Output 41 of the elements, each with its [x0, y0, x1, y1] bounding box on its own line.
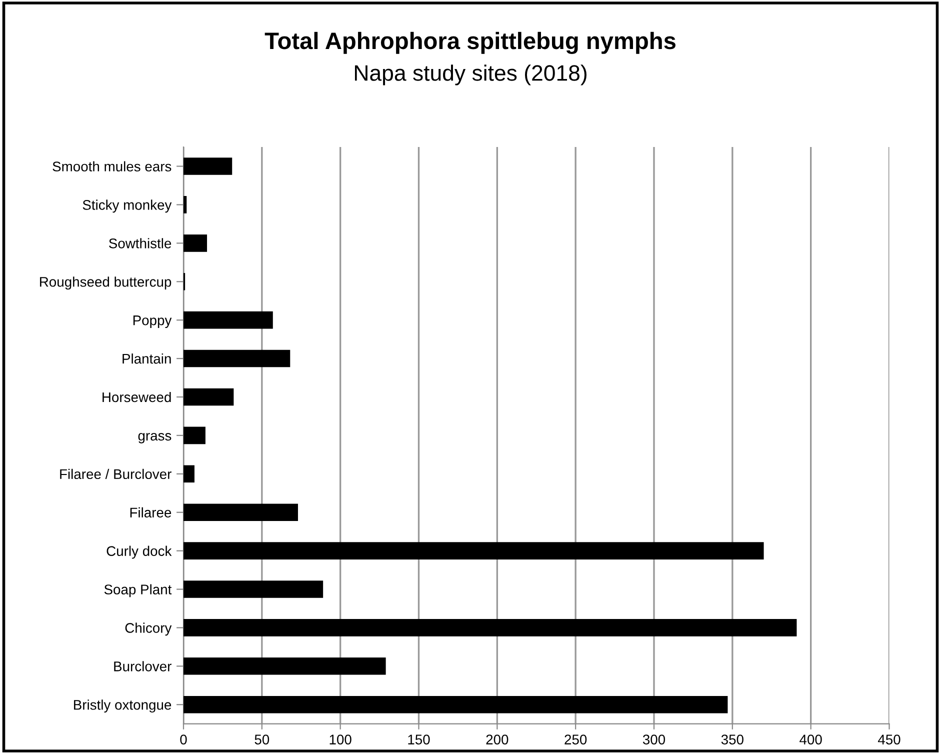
bar	[183, 465, 194, 483]
y-tick-label: Chicory	[125, 622, 172, 636]
y-tick-label: Sowthistle	[109, 238, 172, 248]
x-tick-label: 200	[486, 734, 508, 744]
y-tick-label: Filaree / Burclover	[60, 468, 172, 480]
x-tick-label: 450	[878, 734, 900, 744]
bar	[183, 388, 234, 406]
y-tick-label: Roughseed buttercup	[40, 276, 172, 290]
x-tick-label: 400	[800, 734, 822, 744]
y-tick-label: Filaree	[130, 507, 172, 518]
bar	[183, 696, 728, 714]
x-tick-label: 350	[721, 734, 744, 744]
bar	[183, 426, 206, 444]
y-tick-label: Poppy	[133, 316, 172, 328]
bar	[183, 311, 273, 329]
y-tick-label: Curly dock	[106, 546, 172, 559]
x-tick-label: 300	[642, 734, 666, 744]
bar	[183, 504, 298, 521]
y-tick-label: grass	[138, 432, 172, 444]
y-tick-label: Horseweed	[102, 392, 171, 402]
x-tick-label: 0	[180, 734, 187, 744]
bar	[183, 542, 764, 560]
x-tick-label: 100	[330, 734, 352, 744]
chart-title: Total Aphrophora spittlebug nymphs	[264, 32, 676, 54]
bar	[183, 658, 386, 675]
bar	[183, 350, 290, 368]
bar	[183, 619, 797, 636]
bar	[183, 234, 208, 252]
x-tick-label: 50	[254, 734, 270, 744]
y-tick-label: Bristly oxtongue	[74, 700, 172, 713]
x-tick-label: 250	[564, 734, 587, 744]
y-tick-label: Smooth mules ears	[52, 161, 172, 172]
y-tick-label: Soap Plant	[104, 584, 172, 598]
bar	[183, 158, 232, 175]
x-tick-label: 150	[408, 734, 430, 744]
y-tick-label: Sticky monkey	[82, 200, 172, 213]
chart-subtitle: Napa study sites (2018)	[354, 64, 586, 86]
y-tick-label: Plantain	[122, 353, 171, 364]
bar	[183, 196, 187, 214]
y-tick-label: Burclover	[114, 661, 172, 672]
bar	[183, 580, 324, 598]
